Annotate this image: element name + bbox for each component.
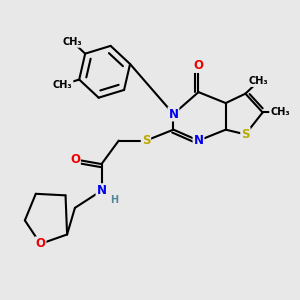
Text: S: S — [241, 128, 250, 141]
Text: H: H — [110, 195, 118, 205]
Text: O: O — [194, 59, 203, 72]
Text: N: N — [97, 184, 106, 197]
Text: O: O — [35, 237, 46, 250]
Text: O: O — [70, 153, 80, 166]
Text: CH₃: CH₃ — [53, 80, 73, 90]
Text: N: N — [194, 134, 203, 147]
Text: CH₃: CH₃ — [270, 107, 290, 118]
Text: S: S — [142, 134, 150, 147]
Text: CH₃: CH₃ — [249, 76, 268, 86]
Text: N: N — [169, 107, 178, 121]
Text: CH₃: CH₃ — [63, 37, 82, 47]
